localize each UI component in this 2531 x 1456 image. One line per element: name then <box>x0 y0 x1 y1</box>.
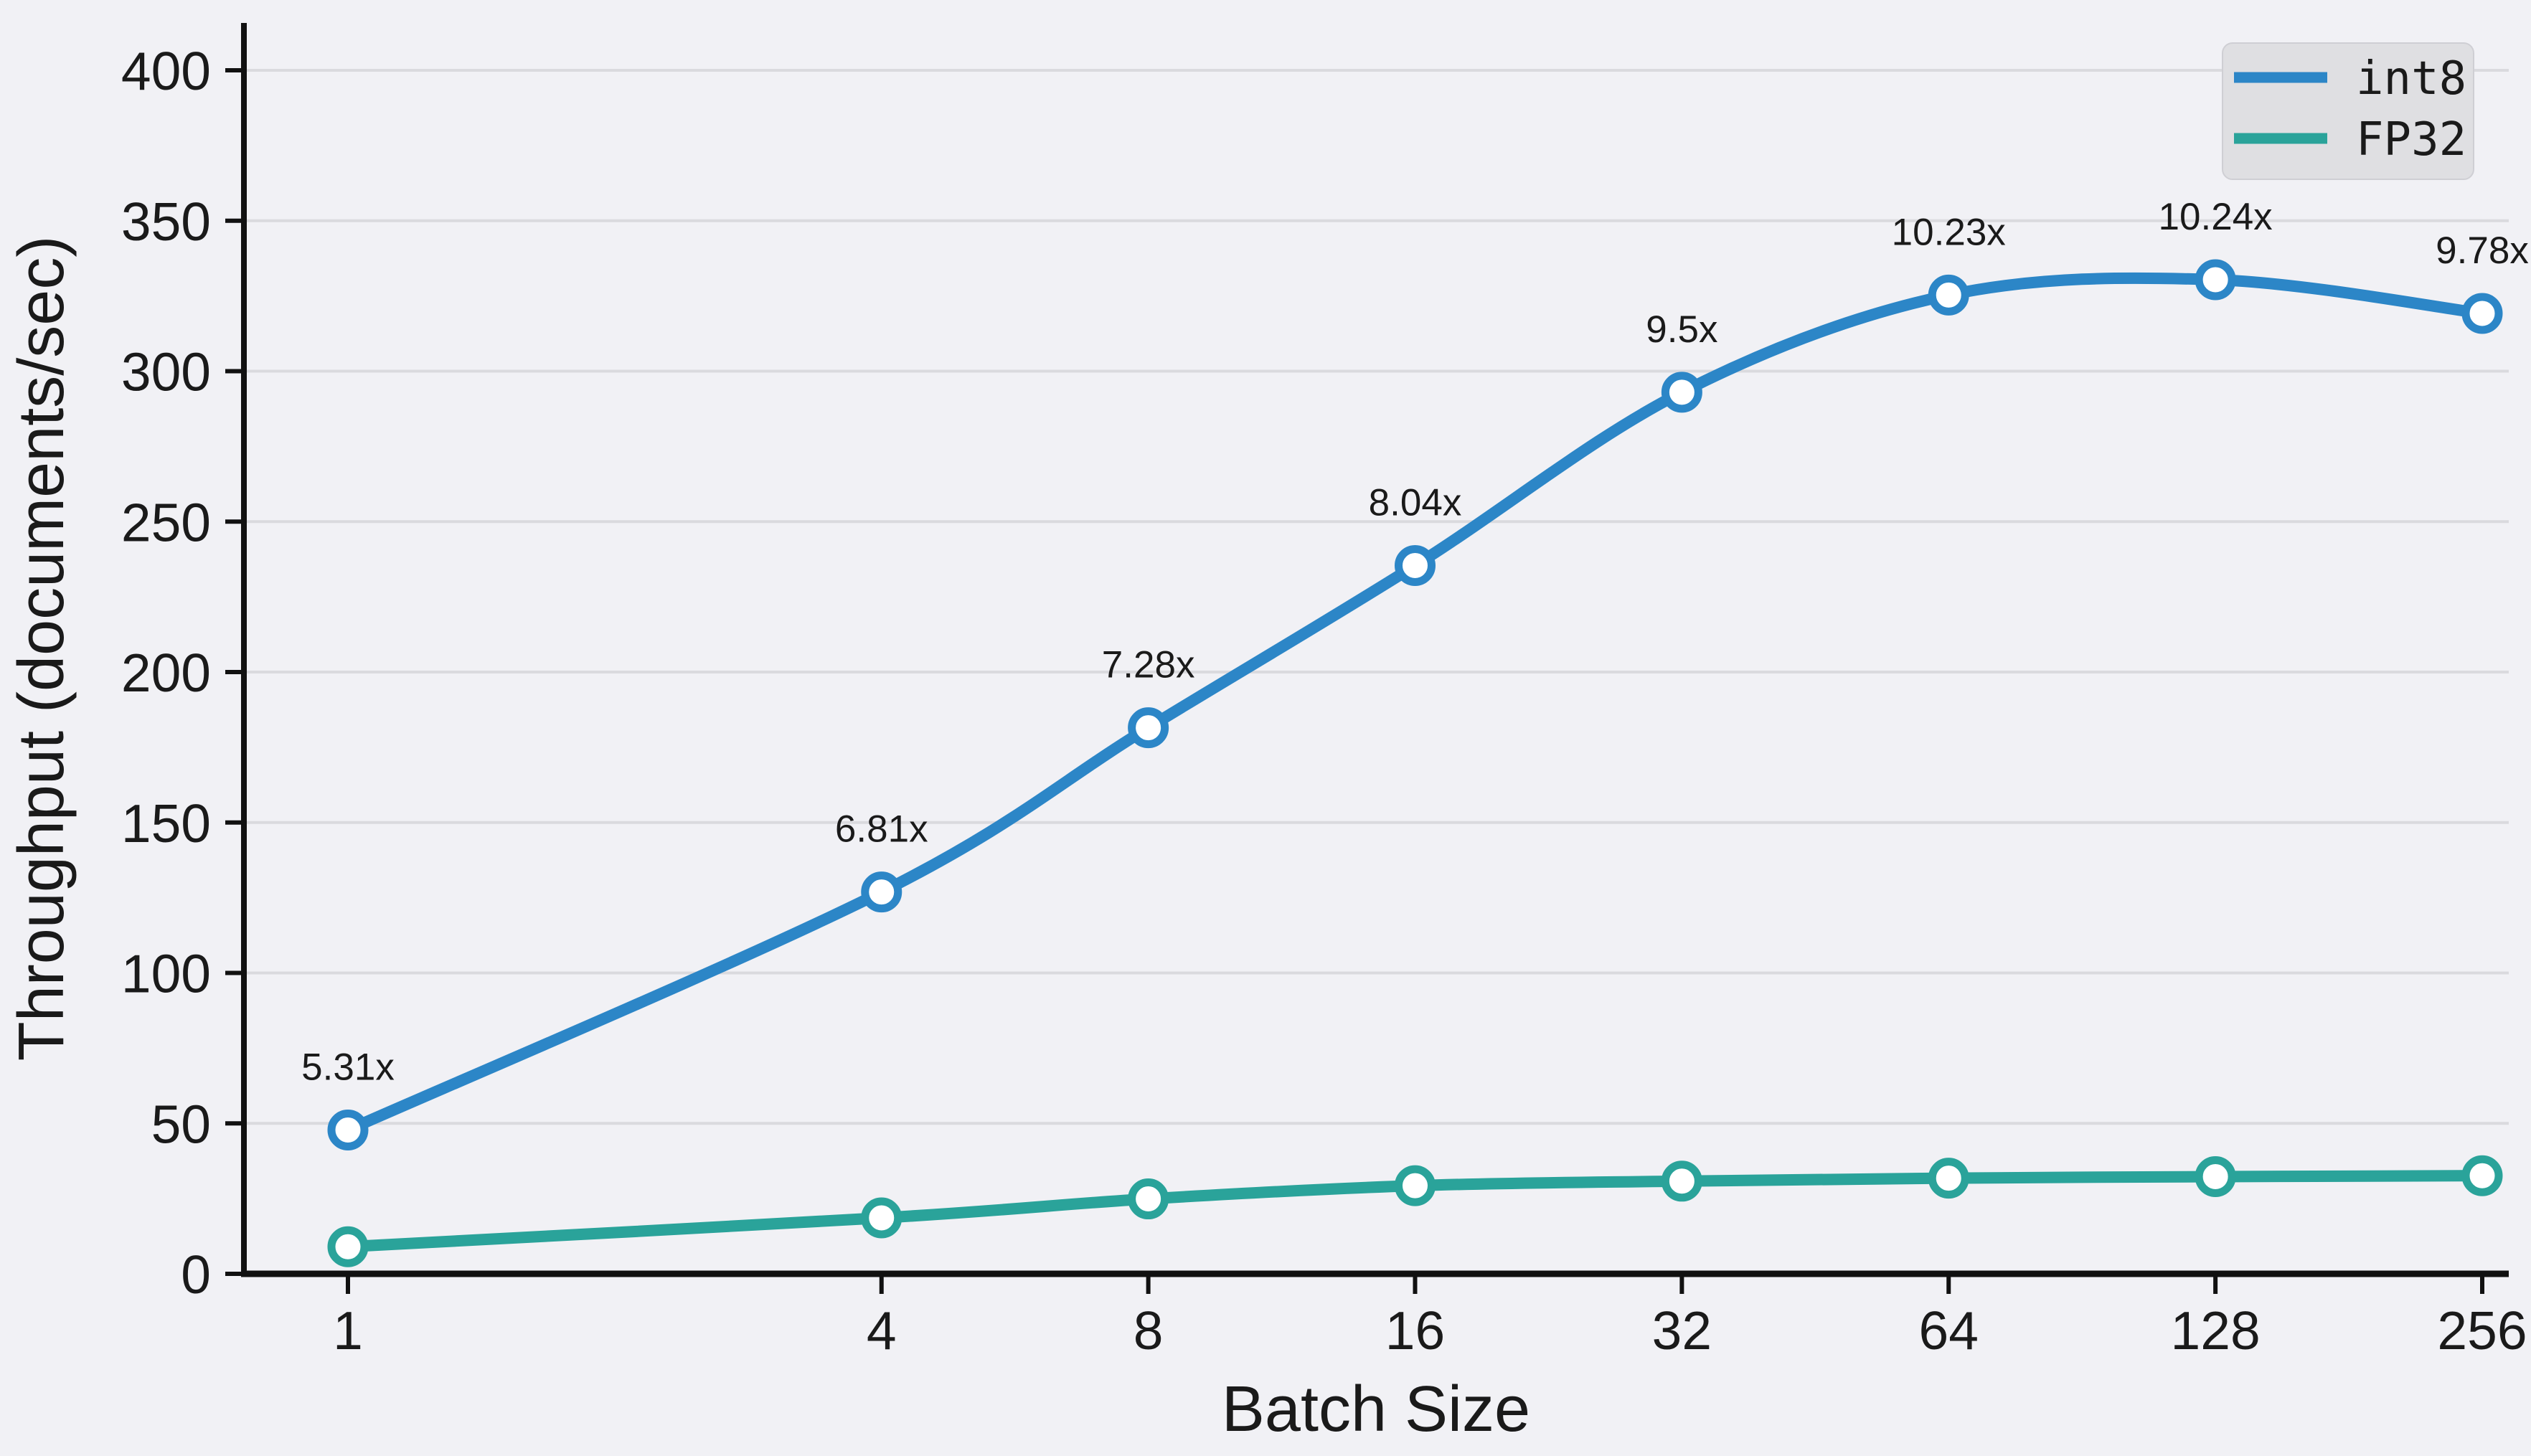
y-tick-label-200: 200 <box>121 643 211 703</box>
speedup-label-32: 9.5x <box>1646 308 1717 351</box>
series-line-int8 <box>342 272 2488 1136</box>
axes-spines <box>241 23 2509 1277</box>
speedup-label-1: 5.31x <box>301 1046 395 1088</box>
x-tick-label-256: 256 <box>2437 1300 2527 1361</box>
x-tick-label-1: 1 <box>333 1300 363 1361</box>
y-tick-label-50: 50 <box>151 1094 211 1154</box>
legend-label-FP32: FP32 <box>2356 113 2466 166</box>
legend-item-FP32: FP32 <box>2234 113 2466 166</box>
data-point-int8-64 <box>1928 274 1969 316</box>
series-FP32 <box>327 1155 2503 1267</box>
data-point-int8-16 <box>1395 544 1436 586</box>
y-tick-label-150: 150 <box>121 793 211 854</box>
data-point-FP32-8 <box>1128 1178 1169 1220</box>
data-point-FP32-16 <box>1395 1165 1436 1206</box>
x-tick-label-128: 128 <box>2171 1300 2261 1361</box>
speedup-label-256: 9.78x <box>2436 230 2529 272</box>
y-tick-label-400: 400 <box>121 41 211 101</box>
y-tick-label-350: 350 <box>121 192 211 252</box>
data-point-int8-4 <box>861 871 902 913</box>
data-point-int8-8 <box>1128 707 1169 749</box>
data-point-FP32-4 <box>861 1197 902 1239</box>
x-tick-label-8: 8 <box>1133 1300 1164 1361</box>
data-series <box>327 259 2503 1267</box>
y-axis-title: Throughput (documents/sec) <box>6 236 77 1062</box>
data-point-int8-128 <box>2195 259 2236 301</box>
data-point-FP32-128 <box>2195 1156 2236 1198</box>
speedup-label-4: 6.81x <box>835 808 928 851</box>
legend-label-int8: int8 <box>2356 52 2466 105</box>
speedup-label-8: 7.28x <box>1102 644 1195 686</box>
data-point-FP32-64 <box>1928 1158 1969 1199</box>
speedup-label-16: 8.04x <box>1369 481 1462 524</box>
series-line-FP32 <box>342 1170 2488 1253</box>
legend-item-int8: int8 <box>2234 52 2466 105</box>
y-tick-label-300: 300 <box>121 342 211 402</box>
x-tick-label-16: 16 <box>1385 1300 1445 1361</box>
y-tick-label-250: 250 <box>121 492 211 552</box>
data-point-int8-1 <box>327 1109 369 1150</box>
axis-ticks <box>225 68 2484 1294</box>
data-point-int8-32 <box>1661 372 1702 413</box>
legend: int8 FP32 <box>2222 42 2474 180</box>
speedup-label-64: 10.23x <box>1892 211 2006 253</box>
series-int8 <box>327 259 2503 1150</box>
x-tick-label-64: 64 <box>1919 1300 1979 1361</box>
y-tick-label-0: 0 <box>181 1244 211 1305</box>
data-point-FP32-256 <box>2461 1155 2503 1196</box>
axis-tick-labels: 0 50 100 150 200 250 300 350 400 1 4 8 16 32 64 128 256 <box>121 41 2527 1361</box>
x-tick-label-4: 4 <box>867 1300 897 1361</box>
data-point-FP32-1 <box>327 1226 369 1267</box>
x-tick-label-32: 32 <box>1652 1300 1712 1361</box>
speedup-annotations: 5.31x 6.81x 7.28x 8.04x 9.5x 10.23x 10.24x 9.78… <box>301 196 2529 1089</box>
y-tick-label-100: 100 <box>121 944 211 1004</box>
speedup-label-128: 10.24x <box>2159 196 2273 238</box>
data-point-int8-256 <box>2461 293 2503 334</box>
x-axis-title: Batch Size <box>1222 1374 1530 1445</box>
gridlines <box>244 69 2509 1125</box>
data-point-FP32-32 <box>1661 1160 1702 1202</box>
